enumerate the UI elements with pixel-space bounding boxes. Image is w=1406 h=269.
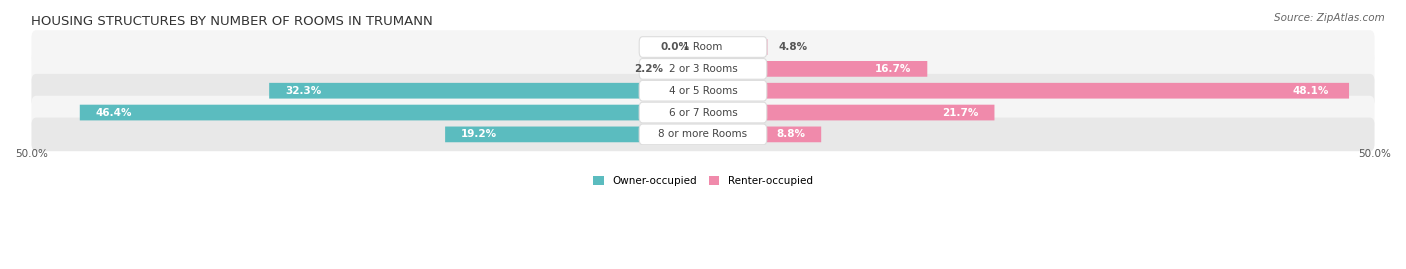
FancyBboxPatch shape <box>640 37 766 57</box>
Text: 4 or 5 Rooms: 4 or 5 Rooms <box>669 86 737 96</box>
FancyBboxPatch shape <box>640 102 766 123</box>
Text: HOUSING STRUCTURES BY NUMBER OF ROOMS IN TRUMANN: HOUSING STRUCTURES BY NUMBER OF ROOMS IN… <box>31 15 433 28</box>
Text: 48.1%: 48.1% <box>1292 86 1329 96</box>
Text: Source: ZipAtlas.com: Source: ZipAtlas.com <box>1274 13 1385 23</box>
Text: 4.8%: 4.8% <box>778 42 807 52</box>
FancyBboxPatch shape <box>703 105 994 121</box>
Text: 8 or more Rooms: 8 or more Rooms <box>658 129 748 139</box>
FancyBboxPatch shape <box>269 83 703 98</box>
FancyBboxPatch shape <box>31 74 1375 108</box>
FancyBboxPatch shape <box>446 126 703 142</box>
FancyBboxPatch shape <box>31 118 1375 151</box>
FancyBboxPatch shape <box>703 61 928 77</box>
FancyBboxPatch shape <box>31 52 1375 86</box>
FancyBboxPatch shape <box>703 126 821 142</box>
Text: 19.2%: 19.2% <box>461 129 498 139</box>
FancyBboxPatch shape <box>673 61 703 77</box>
FancyBboxPatch shape <box>640 124 766 145</box>
Text: 2.2%: 2.2% <box>634 64 662 74</box>
Text: 21.7%: 21.7% <box>942 108 979 118</box>
Text: 46.4%: 46.4% <box>96 108 132 118</box>
Text: 1 Room: 1 Room <box>683 42 723 52</box>
FancyBboxPatch shape <box>703 39 768 55</box>
FancyBboxPatch shape <box>640 80 766 101</box>
Text: 6 or 7 Rooms: 6 or 7 Rooms <box>669 108 737 118</box>
Text: 0.0%: 0.0% <box>661 42 689 52</box>
FancyBboxPatch shape <box>80 105 703 121</box>
Text: 8.8%: 8.8% <box>776 129 806 139</box>
FancyBboxPatch shape <box>31 30 1375 64</box>
Text: 32.3%: 32.3% <box>285 86 322 96</box>
FancyBboxPatch shape <box>31 96 1375 129</box>
FancyBboxPatch shape <box>640 59 766 79</box>
Text: 2 or 3 Rooms: 2 or 3 Rooms <box>669 64 737 74</box>
Text: 16.7%: 16.7% <box>875 64 911 74</box>
FancyBboxPatch shape <box>703 83 1348 98</box>
Legend: Owner-occupied, Renter-occupied: Owner-occupied, Renter-occupied <box>593 176 813 186</box>
